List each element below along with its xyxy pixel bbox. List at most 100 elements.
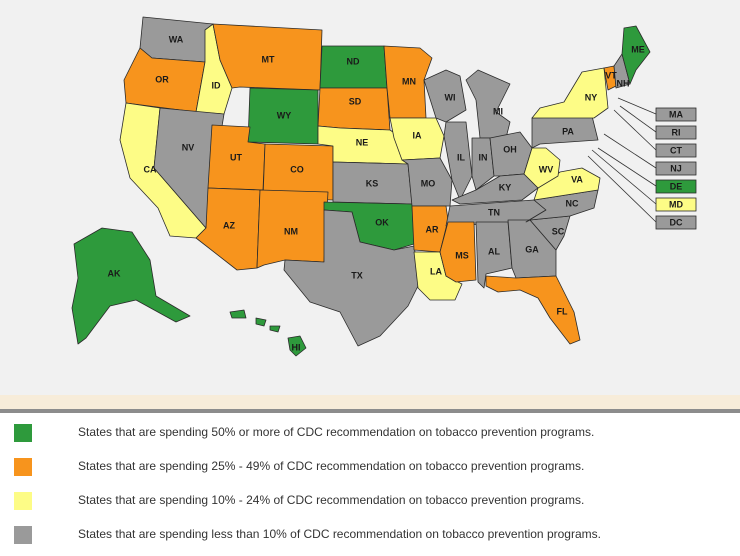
hawaii-island-1 — [229, 309, 247, 319]
state-label-ky: KY — [499, 182, 512, 192]
state-label-ca: CA — [144, 164, 157, 174]
state-label-ut: UT — [230, 152, 242, 162]
state-label-sc: SC — [552, 226, 565, 236]
state-label-wi: WI — [445, 92, 456, 102]
legend-swatch-yellow — [14, 492, 32, 510]
state-label-ne: NE — [356, 137, 369, 147]
state-hi — [287, 335, 307, 357]
legend-text-green: States that are spending 50% or more of … — [78, 425, 595, 439]
callout-line-ma — [617, 97, 657, 115]
state-label-oh: OH — [503, 144, 517, 154]
state-fl — [485, 275, 581, 345]
state-label-nm: NM — [284, 226, 298, 236]
state-label-la: LA — [430, 266, 442, 276]
state-label-pa: PA — [562, 126, 574, 136]
state-label-mt: MT — [262, 54, 275, 64]
state-mn — [383, 45, 433, 119]
state-ak — [71, 227, 191, 345]
state-label-az: AZ — [223, 220, 235, 230]
callout-box-ma — [655, 107, 697, 122]
state-label-mi: MI — [493, 106, 503, 116]
legend-row-yellow: States that are spending 10% - 24% of CD… — [0, 483, 740, 517]
callout-label-dc: DC — [670, 217, 683, 227]
legend-swatch-orange — [14, 458, 32, 476]
callout-label-nj: NJ — [670, 163, 682, 173]
state-ny — [531, 67, 609, 119]
legend-row-green: States that are spending 50% or more of … — [0, 415, 740, 449]
state-label-nc: NC — [566, 198, 579, 208]
hawaii-island-3 — [269, 325, 281, 333]
callout-line-ri — [619, 105, 657, 133]
state-label-co: CO — [290, 164, 304, 174]
state-label-mn: MN — [402, 76, 416, 86]
callout-box-de — [655, 179, 697, 194]
state-label-ak: AK — [108, 268, 121, 278]
callout-label-de: DE — [670, 181, 683, 191]
state-label-me: ME — [631, 44, 645, 54]
state-label-nv: NV — [182, 142, 195, 152]
state-label-tn: TN — [488, 207, 500, 217]
callout-label-ri: RI — [672, 127, 681, 137]
hawaii-island-2 — [255, 317, 267, 327]
legend-row-gray: States that are spending less than 10% o… — [0, 517, 740, 551]
state-mt — [212, 23, 323, 91]
callout-line-de — [597, 147, 657, 187]
state-label-vt: VT — [605, 70, 617, 80]
state-mi — [465, 69, 511, 139]
legend-text-gray: States that are spending less than 10% o… — [78, 527, 601, 541]
state-va — [533, 167, 601, 201]
legend: States that are spending 50% or more of … — [0, 413, 740, 556]
state-label-wv: WV — [539, 164, 554, 174]
state-label-hi: HI — [292, 342, 301, 352]
legend-row-orange: States that are spending 25% - 49% of CD… — [0, 449, 740, 483]
state-label-fl: FL — [557, 306, 568, 316]
state-me — [621, 25, 651, 85]
state-ms — [439, 221, 477, 283]
callout-box-dc — [655, 215, 697, 230]
legend-divider — [0, 409, 740, 413]
legend-text-orange: States that are spending 25% - 49% of CD… — [78, 459, 585, 473]
state-label-ms: MS — [455, 250, 469, 260]
callout-label-md: MD — [669, 199, 683, 209]
callout-box-ri — [655, 125, 697, 140]
state-label-nd: ND — [347, 56, 360, 66]
legend-text-yellow: States that are spending 10% - 24% of CD… — [78, 493, 585, 507]
state-nd — [319, 45, 388, 89]
us-map: WA OR CA ID NV MT WY UT CO AZ NM ND SD NE KS OK TX MN IA MO… — [0, 0, 740, 395]
state-label-tx: TX — [351, 270, 363, 280]
state-tx — [283, 209, 421, 347]
callout-box-ct — [655, 143, 697, 158]
state-in — [471, 137, 495, 191]
legend-swatch-gray — [14, 526, 32, 544]
state-label-al: AL — [488, 246, 500, 256]
state-label-ks: KS — [366, 178, 379, 188]
legend-swatch-green — [14, 424, 32, 442]
state-label-ga: GA — [525, 244, 539, 254]
state-label-ok: OK — [375, 217, 389, 227]
cream-band — [0, 395, 740, 409]
callout-line-ct — [613, 109, 657, 151]
state-label-ny: NY — [585, 92, 598, 102]
state-wi — [423, 69, 467, 123]
state-label-il: IL — [457, 152, 466, 162]
callout-label-ct: CT — [670, 145, 682, 155]
callout-label-ma: MA — [669, 109, 683, 119]
state-label-ia: IA — [413, 130, 423, 140]
state-sd — [317, 87, 391, 131]
state-label-in: IN — [479, 152, 488, 162]
callout-line-dc — [587, 155, 657, 223]
state-label-sd: SD — [349, 96, 362, 106]
state-label-ar: AR — [426, 224, 439, 234]
callout-box-nj — [655, 161, 697, 176]
callout-box-md — [655, 197, 697, 212]
callout-line-md — [591, 149, 657, 205]
us-map-svg: WA OR CA ID NV MT WY UT CO AZ NM ND SD NE KS OK TX MN IA MO… — [71, 16, 697, 357]
state-label-id: ID — [212, 80, 222, 90]
state-label-nh: NH — [617, 78, 630, 88]
state-label-or: OR — [155, 74, 169, 84]
state-label-va: VA — [571, 174, 583, 184]
state-label-wy: WY — [277, 110, 292, 120]
state-nc — [525, 189, 599, 223]
state-label-wa: WA — [169, 34, 184, 44]
state-label-mo: MO — [421, 178, 436, 188]
